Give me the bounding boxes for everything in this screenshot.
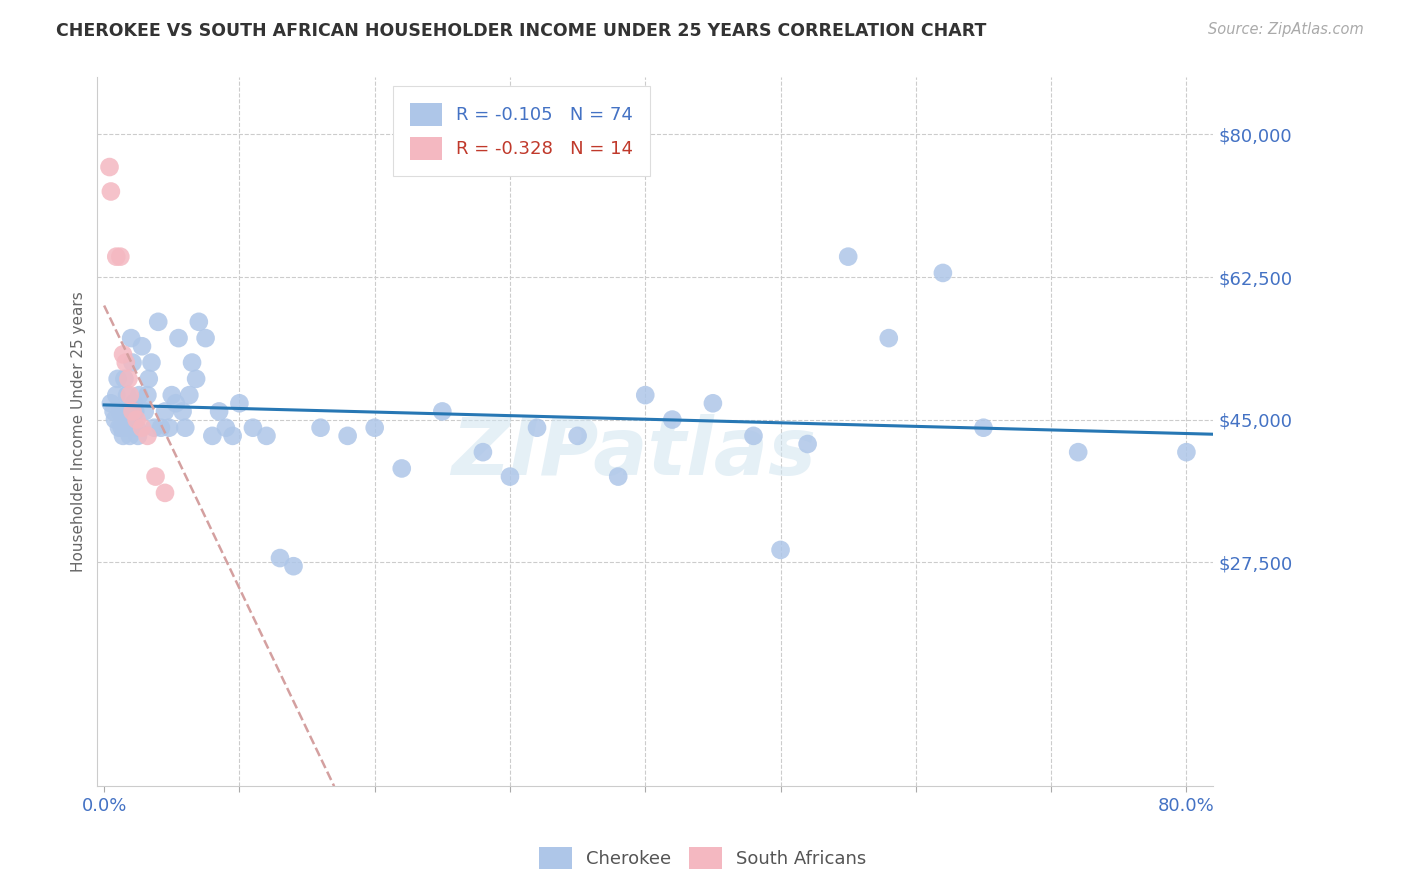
Legend: R = -0.105   N = 74, R = -0.328   N = 14: R = -0.105 N = 74, R = -0.328 N = 14: [394, 87, 650, 177]
Point: [143, 421, 166, 435]
Point: [634, 388, 657, 402]
Point: [607, 469, 630, 483]
Point: [167, 331, 190, 345]
Point: [769, 542, 792, 557]
Point: [114, 355, 136, 369]
Point: [796, 437, 818, 451]
Point: [242, 421, 264, 435]
Point: [136, 388, 159, 402]
Point: [124, 404, 146, 418]
Point: [526, 421, 548, 435]
Point: [114, 404, 136, 418]
Point: [100, 185, 122, 199]
Point: [837, 250, 859, 264]
Point: [104, 412, 127, 426]
Point: [127, 429, 149, 443]
Point: [1067, 445, 1090, 459]
Point: [201, 429, 224, 443]
Point: [98, 160, 121, 174]
Y-axis label: Householder Income Under 25 years: Householder Income Under 25 years: [72, 292, 86, 572]
Point: [110, 404, 132, 418]
Point: [432, 404, 454, 418]
Point: [160, 388, 183, 402]
Point: [125, 421, 148, 435]
Point: [149, 421, 172, 435]
Point: [121, 355, 143, 369]
Text: Source: ZipAtlas.com: Source: ZipAtlas.com: [1208, 22, 1364, 37]
Point: [181, 355, 204, 369]
Point: [391, 461, 413, 475]
Text: CHEROKEE VS SOUTH AFRICAN HOUSEHOLDER INCOME UNDER 25 YEARS CORRELATION CHART: CHEROKEE VS SOUTH AFRICAN HOUSEHOLDER IN…: [56, 22, 987, 40]
Point: [111, 421, 134, 435]
Point: [499, 469, 522, 483]
Point: [184, 372, 207, 386]
Point: [932, 266, 955, 280]
Point: [148, 315, 170, 329]
Point: [131, 339, 153, 353]
Point: [153, 404, 176, 418]
Point: [471, 445, 494, 459]
Point: [134, 404, 156, 418]
Point: [972, 421, 994, 435]
Point: [145, 469, 167, 483]
Point: [138, 372, 160, 386]
Point: [208, 404, 231, 418]
Point: [114, 421, 136, 435]
Point: [567, 429, 589, 443]
Point: [702, 396, 724, 410]
Point: [108, 421, 131, 435]
Point: [363, 421, 385, 435]
Point: [179, 388, 201, 402]
Point: [112, 372, 135, 386]
Point: [105, 250, 128, 264]
Point: [112, 347, 135, 361]
Point: [215, 421, 238, 435]
Point: [136, 429, 159, 443]
Legend: Cherokee, South Africans: Cherokee, South Africans: [530, 838, 876, 879]
Point: [174, 421, 197, 435]
Point: [221, 429, 243, 443]
Text: ZIPatlas: ZIPatlas: [450, 414, 815, 492]
Point: [131, 421, 153, 435]
Point: [194, 331, 217, 345]
Point: [110, 250, 132, 264]
Point: [742, 429, 765, 443]
Point: [269, 551, 291, 566]
Point: [283, 559, 305, 574]
Point: [103, 404, 125, 418]
Point: [877, 331, 900, 345]
Point: [165, 396, 187, 410]
Point: [107, 372, 129, 386]
Point: [172, 404, 194, 418]
Point: [309, 421, 332, 435]
Point: [1175, 445, 1198, 459]
Point: [121, 404, 143, 418]
Point: [118, 429, 141, 443]
Point: [112, 429, 135, 443]
Point: [122, 396, 145, 410]
Point: [228, 396, 250, 410]
Point: [256, 429, 278, 443]
Point: [141, 355, 163, 369]
Point: [117, 421, 139, 435]
Point: [128, 388, 150, 402]
Point: [336, 429, 359, 443]
Point: [153, 486, 176, 500]
Point: [118, 388, 141, 402]
Point: [117, 404, 139, 418]
Point: [187, 315, 209, 329]
Point: [115, 388, 138, 402]
Point: [125, 412, 148, 426]
Point: [120, 331, 142, 345]
Point: [661, 412, 683, 426]
Point: [105, 388, 128, 402]
Point: [100, 396, 122, 410]
Point: [157, 421, 180, 435]
Point: [117, 372, 139, 386]
